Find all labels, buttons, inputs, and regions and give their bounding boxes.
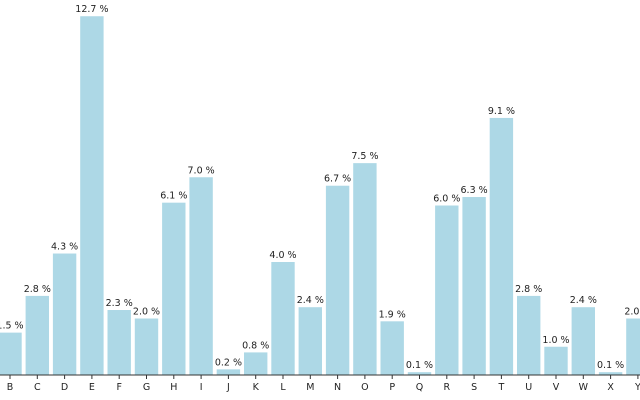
x-tick-label-K: K [253,382,260,393]
bar-P [380,321,404,375]
value-label-K: 0.8 % [242,340,269,351]
value-label-Y: 2.0 % [624,307,640,318]
value-label-L: 4.0 % [269,250,296,261]
bar-U [517,295,541,375]
x-axis-ticks: B C D E F G H I J K L M N O P Q R S T U V W X Y [7,375,640,393]
bar-T [489,117,514,376]
x-tick-label-C: C [34,382,41,393]
value-label-G: 2.0 % [133,307,160,318]
bar-S [462,197,486,375]
bar-K [244,352,268,375]
value-label-X: 0.1 % [597,360,624,371]
x-tick-label-H: H [170,382,177,393]
x-tick-label-B: B [7,382,14,393]
bar-V [544,346,568,375]
bar-W [571,307,595,375]
x-tick-label-M: M [306,382,314,393]
bar-J [216,369,241,375]
bar-X [598,372,623,376]
bar-L [271,262,295,375]
bar-M [298,307,322,375]
x-tick-label-E: E [89,382,95,393]
x-tick-label-S: S [471,382,477,393]
value-label-J: 0.2 % [215,357,242,368]
bar-E [80,16,104,375]
value-label-U: 2.8 % [515,284,542,295]
x-tick-label-W: W [579,382,589,393]
bar-G [134,318,159,375]
value-labels-group: 1.5 %2.8 %4.3 %12.7 %2.3 %2.0 %6.1 %7.0 … [0,4,640,371]
x-tick-label-I: I [200,382,203,393]
bar-R [435,205,459,375]
x-tick-label-G: G [143,382,150,393]
bar-B [0,332,22,376]
x-tick-label-N: N [334,382,341,393]
value-label-I: 7.0 % [188,165,215,176]
value-label-E: 12.7 % [75,4,108,15]
bar-F [107,310,131,375]
bar-N [325,185,350,375]
x-tick-label-D: D [61,382,68,393]
x-tick-label-J: J [226,382,230,393]
x-tick-label-U: U [525,382,532,393]
x-tick-label-Q: Q [416,382,423,393]
x-tick-label-R: R [443,382,450,393]
x-tick-label-P: P [389,382,395,393]
value-label-V: 1.0 % [542,335,569,346]
x-tick-label-Y: Y [634,382,640,393]
value-label-H: 6.1 % [160,191,187,202]
bar-D [52,253,77,375]
x-tick-label-X: X [607,382,614,393]
x-tick-label-O: O [361,382,368,393]
bar-O [353,163,377,376]
value-label-Q: 0.1 % [406,360,433,371]
value-label-N: 6.7 % [324,174,351,185]
bar-Q [407,372,432,376]
bar-Y [626,318,640,375]
value-label-P: 1.9 % [379,309,406,320]
bar-H [162,202,186,375]
bar-C [25,295,49,375]
value-label-M: 2.4 % [297,295,324,306]
bar-I [189,177,213,375]
x-tick-label-T: T [497,382,504,393]
value-label-S: 6.3 % [461,185,488,196]
value-label-T: 9.1 % [488,106,515,117]
value-label-O: 7.5 % [351,151,378,162]
value-label-W: 2.4 % [570,295,597,306]
value-label-D: 4.3 % [51,242,78,253]
x-tick-label-L: L [280,382,286,393]
x-tick-label-F: F [116,382,121,393]
value-label-B: 1.5 % [0,321,24,332]
x-tick-label-V: V [553,382,560,393]
bars-group [0,16,640,376]
value-label-C: 2.8 % [24,284,51,295]
value-label-F: 2.3 % [106,298,133,309]
value-label-R: 6.0 % [433,194,460,205]
